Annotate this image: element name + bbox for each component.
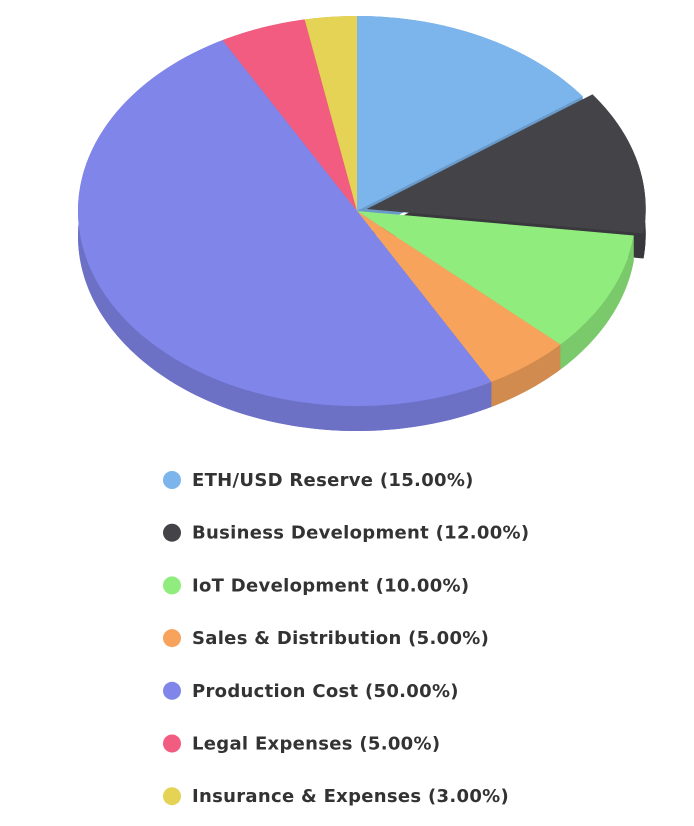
legend-label: Production Cost (50.00%) — [192, 681, 459, 702]
legend-marker — [163, 576, 181, 595]
legend-label: Business Development (12.00%) — [192, 523, 529, 544]
slice — [357, 211, 634, 345]
legend-label: Sales & Distribution (5.00%) — [192, 628, 489, 649]
legend-label: Insurance & Expenses (3.00%) — [192, 786, 509, 807]
legend-label: Legal Expenses (5.00%) — [192, 734, 440, 755]
legend-label: IoT Development (10.00%) — [192, 575, 469, 596]
slice — [222, 19, 357, 212]
pie-tops — [78, 16, 646, 407]
legend-marker — [163, 787, 181, 806]
slice — [304, 16, 357, 211]
slice — [357, 211, 561, 382]
slice — [78, 40, 492, 407]
legend-marker — [163, 471, 181, 489]
legend-label: ETH/USD Reserve (15.00%) — [192, 470, 474, 491]
legend-marker — [163, 734, 181, 753]
legend-marker — [163, 681, 181, 700]
legend-marker — [163, 523, 181, 542]
slice — [357, 16, 583, 211]
slice — [366, 94, 646, 234]
slice-side — [560, 235, 634, 370]
slice-side — [491, 344, 561, 407]
legend-marker — [163, 629, 181, 648]
